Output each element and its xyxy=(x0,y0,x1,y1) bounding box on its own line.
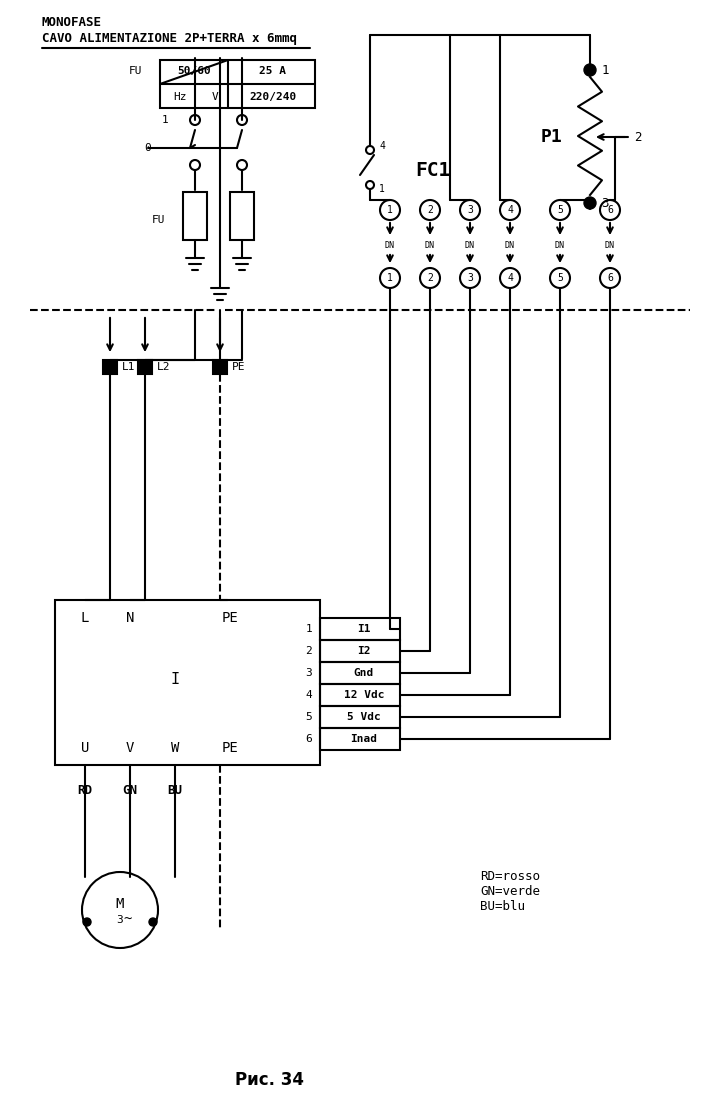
Text: 1: 1 xyxy=(601,63,609,77)
Text: DN: DN xyxy=(505,240,515,249)
Text: P1: P1 xyxy=(541,128,562,146)
Bar xyxy=(160,60,315,108)
Circle shape xyxy=(83,919,91,926)
Bar xyxy=(213,360,227,374)
Text: 6: 6 xyxy=(607,205,613,215)
Text: MONOFASE: MONOFASE xyxy=(42,16,102,29)
Text: 3: 3 xyxy=(467,274,473,282)
Circle shape xyxy=(584,197,596,209)
Text: 6: 6 xyxy=(607,274,613,282)
Text: V: V xyxy=(126,741,134,755)
Text: BU: BU xyxy=(168,784,183,796)
Text: W: W xyxy=(171,741,179,755)
Text: PE: PE xyxy=(222,610,239,625)
Text: 2: 2 xyxy=(305,646,312,656)
Bar xyxy=(320,728,400,749)
Bar xyxy=(320,641,400,662)
Bar xyxy=(183,192,207,240)
Text: 3: 3 xyxy=(305,668,312,678)
Text: DN: DN xyxy=(425,240,435,249)
Text: Hz: Hz xyxy=(173,92,187,102)
Text: 3: 3 xyxy=(601,197,609,209)
Text: 1: 1 xyxy=(387,205,393,215)
Text: 4: 4 xyxy=(507,274,513,282)
Text: L1: L1 xyxy=(122,363,135,373)
Text: 2: 2 xyxy=(634,130,642,143)
Text: 4: 4 xyxy=(379,141,385,151)
Text: L: L xyxy=(81,610,89,625)
Text: 1: 1 xyxy=(379,183,385,193)
Text: CAVO ALIMENTAZIONE 2P+TERRA x 6mmq: CAVO ALIMENTAZIONE 2P+TERRA x 6mmq xyxy=(42,31,297,44)
Text: 1: 1 xyxy=(161,115,168,125)
Text: 1: 1 xyxy=(305,624,312,634)
Text: 25 A: 25 A xyxy=(260,66,286,76)
Text: PE: PE xyxy=(232,363,246,373)
Text: DN: DN xyxy=(385,240,395,249)
Bar xyxy=(103,360,117,374)
Bar xyxy=(320,662,400,684)
Text: 4: 4 xyxy=(305,691,312,699)
Text: 5: 5 xyxy=(557,274,563,282)
Bar xyxy=(55,600,320,765)
Text: 2: 2 xyxy=(427,205,433,215)
Text: L2: L2 xyxy=(157,363,171,373)
Text: I1: I1 xyxy=(357,624,371,634)
Text: 50/60: 50/60 xyxy=(177,66,211,76)
Text: 6: 6 xyxy=(305,734,312,744)
Bar xyxy=(320,618,400,641)
Text: 5: 5 xyxy=(557,205,563,215)
Text: 5: 5 xyxy=(305,712,312,722)
Text: V: V xyxy=(211,92,218,102)
Text: 220/240: 220/240 xyxy=(249,92,297,102)
Text: U: U xyxy=(81,741,89,755)
Text: 3: 3 xyxy=(117,915,124,925)
Bar xyxy=(230,192,254,240)
Circle shape xyxy=(149,919,157,926)
Bar xyxy=(320,706,400,728)
Text: 0: 0 xyxy=(145,143,152,153)
Text: I2: I2 xyxy=(357,646,371,656)
Text: DN: DN xyxy=(555,240,565,249)
Bar xyxy=(138,360,152,374)
Text: DN: DN xyxy=(605,240,615,249)
Text: RD=rosso
GN=verde
BU=blu: RD=rosso GN=verde BU=blu xyxy=(480,870,540,913)
Text: 3: 3 xyxy=(467,205,473,215)
Text: I: I xyxy=(171,673,180,687)
Text: 1: 1 xyxy=(387,274,393,282)
Text: Рис. 34: Рис. 34 xyxy=(235,1071,305,1089)
Text: M: M xyxy=(116,897,124,911)
Text: N: N xyxy=(126,610,134,625)
Text: RD: RD xyxy=(77,784,93,796)
Circle shape xyxy=(584,64,596,76)
Text: ~: ~ xyxy=(124,913,132,927)
Text: Inad: Inad xyxy=(350,734,378,744)
Text: 12 Vdc: 12 Vdc xyxy=(344,691,384,699)
Text: GN: GN xyxy=(123,784,138,796)
Text: FU: FU xyxy=(128,66,142,76)
Text: FC1: FC1 xyxy=(415,160,450,179)
Text: 2: 2 xyxy=(427,274,433,282)
Bar xyxy=(320,684,400,706)
Text: DN: DN xyxy=(465,240,475,249)
Text: 5 Vdc: 5 Vdc xyxy=(347,712,381,722)
Text: FU: FU xyxy=(152,215,165,225)
Text: Gnd: Gnd xyxy=(354,668,374,678)
Text: PE: PE xyxy=(222,741,239,755)
Text: 4: 4 xyxy=(507,205,513,215)
